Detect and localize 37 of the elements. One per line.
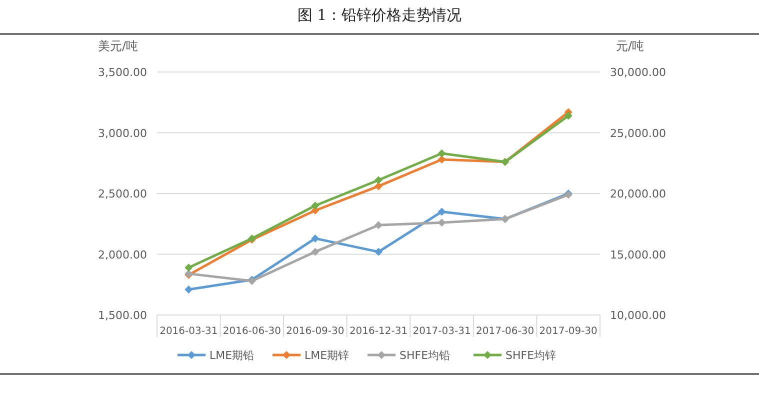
x-tick-label: 2017-03-31 <box>412 326 471 337</box>
point <box>564 112 572 120</box>
y2-tick-label: 15,000.00 <box>610 248 666 262</box>
legend-label: LME期锌 <box>304 349 350 362</box>
legend-label: SHFE均铅 <box>400 349 450 362</box>
chart-title: 图 1：铅锌价格走势情况 <box>297 6 462 24</box>
point <box>374 248 382 256</box>
point <box>438 208 446 216</box>
point <box>438 149 446 158</box>
y2-tick-label: 10,000.00 <box>610 309 666 322</box>
point <box>184 285 193 294</box>
y2-tick-label: 20,000.00 <box>610 188 666 200</box>
y-tick-label: 2,500.00 <box>98 188 147 200</box>
y-tick-label: 1,500.00 <box>98 309 147 322</box>
x-tick-label: 2016-06-30 <box>222 326 281 337</box>
point <box>311 248 320 256</box>
point <box>311 202 320 210</box>
y2-tick-label: 30,000.00 <box>610 66 666 79</box>
point <box>374 221 382 230</box>
legend-label: SHFE均锌 <box>506 349 556 362</box>
y-tick-label: 3,000.00 <box>98 126 147 140</box>
point <box>374 176 382 184</box>
x-tick-label: 2016-12-31 <box>349 326 408 337</box>
y-tick-label: 3,500.00 <box>98 66 147 79</box>
point <box>438 155 446 164</box>
y2-tick-label: 25,000.00 <box>610 126 666 140</box>
x-tick-label: 2016-03-31 <box>160 326 218 337</box>
y-tick-label: 2,000.00 <box>98 248 147 262</box>
x-tick-label: 2017-06-30 <box>476 326 534 337</box>
y2-axis-title: 元/吨 <box>616 39 644 53</box>
point <box>374 182 382 190</box>
point <box>184 264 193 272</box>
y-axis-title: 美元/吨 <box>98 39 138 53</box>
x-tick-label: 2017-09-30 <box>539 326 598 337</box>
point <box>311 234 320 242</box>
x-tick-label: 2016-09-30 <box>286 326 344 337</box>
legend-label: LME期铅 <box>210 349 254 362</box>
